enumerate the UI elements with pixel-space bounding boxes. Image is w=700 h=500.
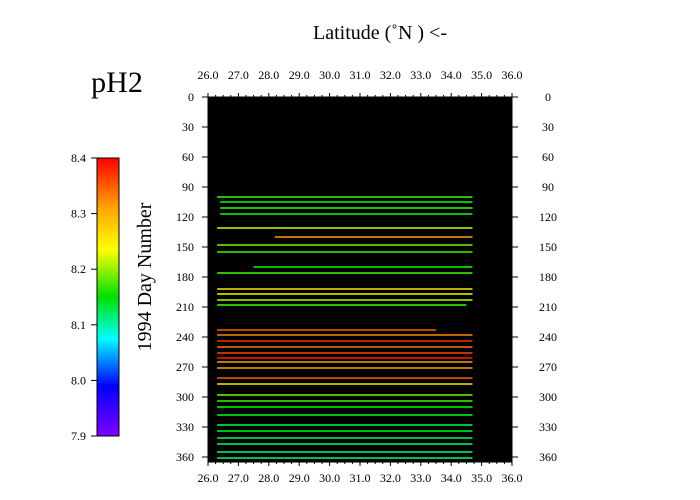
x-tick-label-top: 34.0	[441, 68, 462, 82]
y-tick-label-right: 180	[539, 270, 557, 284]
data-lines	[217, 196, 473, 459]
colorbar-tick-label: 8.1	[71, 318, 86, 332]
y-ticks: 0 0 30 30 60 60 90 90 120 120 150 150 180 180 210 210 24…	[176, 90, 557, 464]
y-tick-label-left: 330	[176, 420, 194, 434]
x-tick-label-bottom: 30.0	[319, 471, 340, 485]
y-tick-label-right: 120	[539, 210, 557, 224]
y-tick-label-left: 210	[176, 300, 194, 314]
x-tick-label-top: 36.0	[502, 68, 523, 82]
x-axis-label: Latitude (˚N ) <-	[313, 22, 447, 44]
y-tick-label-left: 60	[182, 150, 194, 164]
colorbar-tick-label: 8.4	[71, 151, 86, 165]
colorbar-tick-label: 7.9	[71, 429, 86, 443]
y-tick-label-right: 60	[542, 150, 554, 164]
x-tick-label-bottom: 32.0	[380, 471, 401, 485]
y-tick-label-right: 210	[539, 300, 557, 314]
x-tick-label-top: 28.0	[258, 68, 279, 82]
y-tick-label-left: 240	[176, 330, 194, 344]
y-tick-label-right: 150	[539, 240, 557, 254]
y-tick-label-right: 240	[539, 330, 557, 344]
y-tick-label-left: 150	[176, 240, 194, 254]
x-tick-label-top: 27.0	[228, 68, 249, 82]
x-tick-label-top: 33.0	[410, 68, 431, 82]
y-tick-label-left: 360	[176, 450, 194, 464]
y-tick-label-left: 0	[188, 90, 194, 104]
x-tick-label-bottom: 31.0	[350, 471, 371, 485]
y-tick-label-right: 270	[539, 360, 557, 374]
y-tick-label-right: 90	[542, 180, 554, 194]
x-tick-label-top: 30.0	[319, 68, 340, 82]
x-tick-label-top: 35.0	[471, 68, 492, 82]
y-tick-label-left: 300	[176, 390, 194, 404]
y-tick-label-right: 30	[542, 120, 554, 134]
x-tick-label-top: 31.0	[350, 68, 371, 82]
y-tick-label-left: 180	[176, 270, 194, 284]
colorbar-ticks: 8.4 8.3 8.2 8.1 8.0 7.9	[71, 151, 97, 443]
x-tick-label-bottom: 27.0	[228, 471, 249, 485]
x-tick-label-bottom: 28.0	[258, 471, 279, 485]
x-ticks: 26.0 26.0 27.0 27.0 28.0 28.0 29.0 29.0 30.0 30.0…	[198, 68, 523, 485]
x-tick-label-top: 32.0	[380, 68, 401, 82]
colorbar-tick-label: 8.0	[71, 373, 86, 387]
y-tick-label-left: 270	[176, 360, 194, 374]
x-tick-label-bottom: 35.0	[471, 471, 492, 485]
colorbar-tick-label: 8.2	[71, 262, 86, 276]
colorbar	[96, 157, 120, 437]
x-tick-label-top: 29.0	[289, 68, 310, 82]
y-tick-label-right: 0	[545, 90, 551, 104]
x-tick-label-bottom: 34.0	[441, 471, 462, 485]
y-tick-label-right: 300	[539, 390, 557, 404]
y-tick-label-right: 360	[539, 450, 557, 464]
chart-title: pH2	[91, 66, 143, 99]
x-tick-label-top: 26.0	[198, 68, 219, 82]
y-tick-label-left: 120	[176, 210, 194, 224]
y-tick-label-left: 90	[182, 180, 194, 194]
y-tick-label-left: 30	[182, 120, 194, 134]
x-tick-label-bottom: 36.0	[502, 471, 523, 485]
colorbar-tick-label: 8.3	[71, 207, 86, 221]
x-tick-label-bottom: 33.0	[410, 471, 431, 485]
y-tick-label-right: 330	[539, 420, 557, 434]
x-tick-label-bottom: 29.0	[289, 471, 310, 485]
y-axis-label: 1994 Day Number	[134, 202, 156, 351]
x-tick-label-bottom: 26.0	[198, 471, 219, 485]
